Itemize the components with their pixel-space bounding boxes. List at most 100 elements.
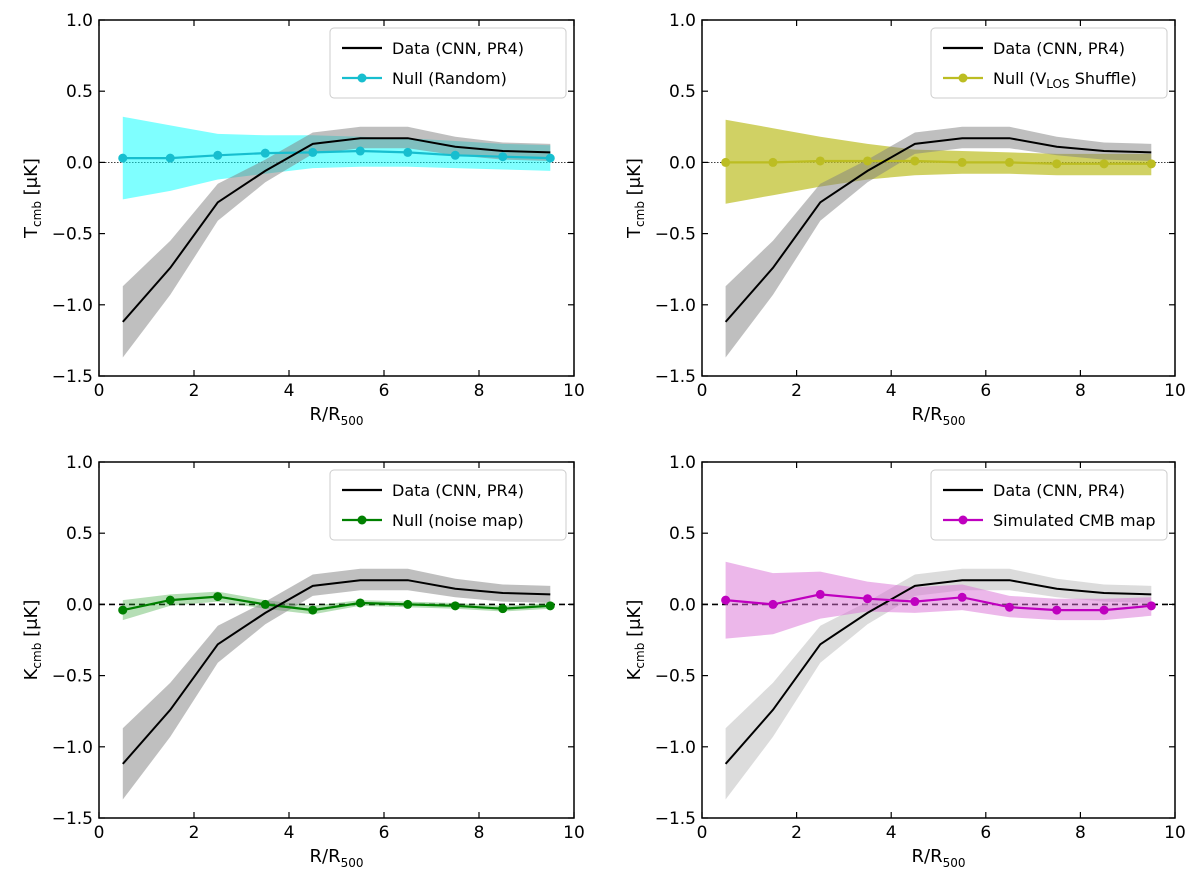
series-line-0	[725, 159, 1152, 165]
legend-marker-1	[958, 73, 968, 83]
data-point	[260, 599, 270, 609]
legend-marker-1	[357, 515, 367, 525]
data-point	[213, 592, 223, 602]
y-axis-label: Kcmb [μK]	[624, 600, 647, 681]
legend-label-main: Simulated CMB map	[993, 511, 1156, 530]
axes-frame	[98, 461, 575, 819]
y-tick-label: 0.0	[669, 595, 696, 615]
data-point	[165, 595, 175, 605]
legend-label-main: Data (CNN, PR4)	[993, 39, 1125, 58]
x-tick-label: 10	[563, 381, 585, 401]
data-point	[403, 599, 413, 609]
y-tick-label: −1.0	[655, 738, 696, 758]
data-point	[1052, 159, 1062, 169]
legend: Data (CNN, PR4) Null (Random)	[329, 27, 567, 99]
x-tick-label: 2	[791, 381, 802, 401]
y-tick-label: 1.0	[66, 11, 93, 31]
x-tick-label: 10	[563, 823, 585, 843]
y-tick-label: −1.5	[655, 367, 696, 387]
legend-label-1: Null (Random)	[392, 69, 507, 88]
x-tick-label: 4	[886, 823, 897, 843]
y-tick-label: −1.0	[52, 296, 93, 316]
data-point	[721, 595, 731, 605]
y-tick-label: −1.5	[655, 809, 696, 829]
legend-box	[329, 27, 567, 99]
legend-marker-1	[357, 73, 367, 83]
data-point	[498, 152, 508, 162]
x-tick-label: 0	[697, 823, 708, 843]
series-line-1	[122, 137, 551, 323]
legend: Data (CNN, PR4) Null (VLOS Shuffle)	[930, 27, 1168, 99]
legend-label-1: Null (VLOS Shuffle)	[993, 69, 1137, 91]
data-point	[498, 604, 508, 614]
legend-label-main: Data (CNN, PR4)	[392, 481, 524, 500]
data-point	[957, 157, 967, 167]
data-point	[815, 156, 825, 166]
y-tick-label: −0.5	[655, 225, 696, 245]
x-axis-label-sub: 500	[341, 414, 364, 428]
x-tick-label: 4	[284, 823, 295, 843]
data-point	[863, 156, 873, 166]
legend-label-main: Data (CNN, PR4)	[392, 39, 524, 58]
legend-label-1: Null (noise map)	[392, 511, 524, 530]
data-point	[721, 157, 731, 167]
series-line-0	[724, 579, 1152, 765]
data-point	[165, 153, 175, 163]
data-point	[910, 597, 920, 607]
data-point	[1004, 602, 1014, 612]
data-point	[545, 601, 555, 611]
legend-label-0: Data (CNN, PR4)	[993, 39, 1125, 58]
legend-label-0: Data (CNN, PR4)	[392, 39, 524, 58]
y-axis-label-unit: [μK]	[624, 600, 645, 643]
x-tick-label: 8	[1075, 381, 1086, 401]
data-point	[1146, 159, 1156, 169]
data-point	[355, 146, 365, 156]
axes-frame	[701, 19, 1176, 377]
series-line-0	[122, 595, 551, 612]
legend-label-main: Null (Random)	[392, 69, 507, 88]
y-tick-label: 1.0	[669, 11, 696, 31]
x-tick-label: 8	[1075, 823, 1086, 843]
y-tick-label: 1.0	[66, 453, 93, 473]
legend: Data (CNN, PR4) Simulated CMB map	[930, 469, 1168, 541]
legend: Data (CNN, PR4) Null (noise map)	[329, 469, 567, 541]
legend-label-main: Data (CNN, PR4)	[993, 481, 1125, 500]
x-axis-label: R/R500	[912, 846, 966, 870]
y-axis-label: Tcmb [μK]	[624, 158, 647, 239]
y-axis-label-unit: [μK]	[624, 158, 645, 201]
x-tick-label: 6	[379, 823, 390, 843]
error-band-1	[122, 126, 551, 358]
x-axis-label: R/R500	[310, 404, 364, 428]
y-axis-label: Kcmb [μK]	[21, 600, 44, 681]
y-tick-label: −0.5	[655, 667, 696, 687]
y-tick-label: 0.0	[66, 153, 93, 173]
x-axis-label-main: R/R	[912, 846, 943, 867]
panel-bottom-left: 0 2 4 6 8 10 −1.5 −1.0 −0.5 0.0 0.5 1.0 R/R500 Kcmb […	[21, 453, 585, 870]
data-point	[815, 589, 825, 599]
x-tick-label: 4	[284, 381, 295, 401]
series-line-0	[122, 149, 551, 160]
panel-top-left: 0 2 4 6 8 10 −1.5 −1.0 −0.5 0.0 0.5 1.0 R/R500 Tcmb […	[21, 11, 585, 428]
data-point	[863, 594, 873, 604]
x-tick-label: 6	[379, 381, 390, 401]
y-tick-label: −0.5	[52, 667, 93, 687]
y-tick-label: −1.0	[52, 738, 93, 758]
x-axis-label-sub: 500	[341, 856, 364, 870]
x-tick-label: 2	[189, 381, 200, 401]
y-tick-label: 0.5	[66, 82, 93, 102]
x-tick-label: 10	[1164, 381, 1186, 401]
x-axis-label-main: R/R	[912, 404, 943, 425]
x-tick-label: 4	[886, 381, 897, 401]
x-axis-label: R/R500	[912, 404, 966, 428]
legend-label-sub: LOS	[1046, 77, 1069, 91]
axes-frame	[701, 461, 1176, 819]
x-axis-label: R/R500	[310, 846, 364, 870]
data-point	[1052, 605, 1062, 615]
x-axis-label-sub: 500	[943, 856, 966, 870]
y-tick-label: 0.5	[669, 82, 696, 102]
legend-label-0: Data (CNN, PR4)	[993, 481, 1125, 500]
legend-label-0: Data (CNN, PR4)	[392, 481, 524, 500]
y-axis-label: Tcmb [μK]	[21, 158, 44, 239]
data-point	[1146, 601, 1156, 611]
